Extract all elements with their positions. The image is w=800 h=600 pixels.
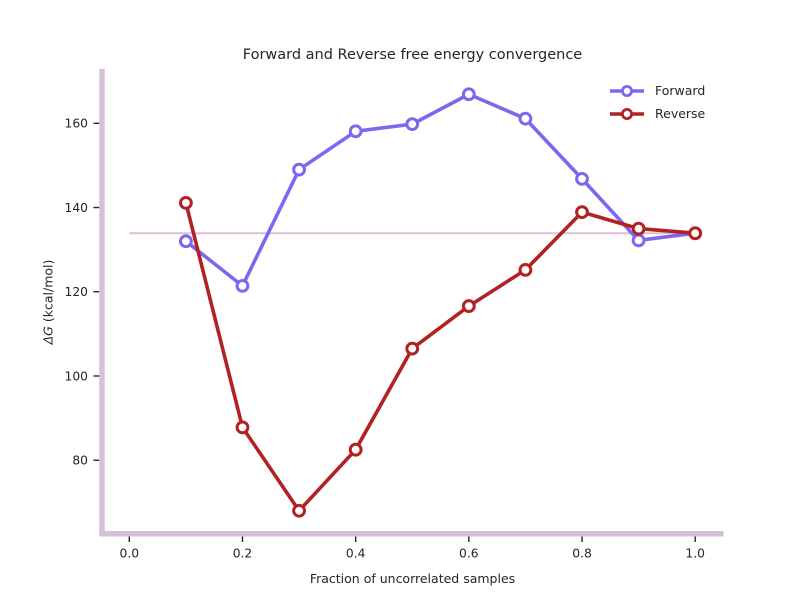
y-tick-label: 80 — [72, 454, 88, 468]
y-tick-label: 120 — [65, 285, 88, 299]
x-axis-label: Fraction of uncorrelated samples — [309, 571, 516, 586]
series-marker-forward — [518, 111, 533, 126]
legend: Forward Reverse — [608, 79, 705, 125]
series-marker-reverse — [348, 442, 363, 457]
series-line-reverse — [184, 201, 698, 513]
series-marker-forward — [575, 171, 589, 186]
series-marker-reverse — [631, 221, 646, 236]
legend-entry-reverse: Reverse — [608, 102, 705, 125]
series-marker-reverse — [518, 262, 533, 277]
y-tick-label: 100 — [65, 369, 88, 383]
series-marker-reverse — [575, 205, 589, 220]
series-line-forward — [184, 92, 698, 288]
series-marker-reverse — [178, 195, 193, 210]
y-axis-units: (kcal/mol) — [40, 259, 56, 327]
series-marker-forward — [405, 117, 420, 132]
x-tick-label: 0.6 — [459, 547, 479, 561]
reverse-line-marker-swatch — [610, 107, 644, 120]
series-marker-reverse — [688, 226, 703, 241]
series-marker-reverse — [292, 503, 306, 518]
series-marker-forward — [461, 87, 476, 102]
y-axis-label: ΔG (kcal/mol) — [41, 260, 56, 345]
series-marker-reverse — [235, 420, 250, 435]
forward-line-marker-swatch — [610, 84, 644, 97]
series-marker-forward — [348, 124, 363, 139]
y-tick-label: 140 — [65, 201, 88, 215]
x-tick-label: 0.0 — [120, 547, 140, 561]
chart-title: Forward and Reverse free energy converge… — [242, 47, 583, 63]
delta-g-symbol: ΔG — [40, 326, 56, 345]
x-tick-label: 0.2 — [233, 547, 253, 561]
series-marker-reverse — [405, 341, 420, 356]
series-marker-forward — [631, 233, 646, 248]
legend-label-forward: Forward — [655, 83, 706, 98]
series-marker-forward — [292, 162, 306, 177]
series-marker-forward — [178, 234, 193, 249]
x-tick-label: 1.0 — [685, 547, 705, 561]
legend-entry-forward: Forward — [608, 79, 705, 102]
legend-label-reverse: Reverse — [655, 106, 706, 121]
x-tick-label: 0.4 — [346, 547, 366, 561]
series-marker-reverse — [461, 299, 476, 313]
x-tick-label: 0.8 — [572, 547, 592, 561]
y-tick-label: 160 — [65, 117, 88, 131]
series-marker-forward — [235, 278, 250, 293]
